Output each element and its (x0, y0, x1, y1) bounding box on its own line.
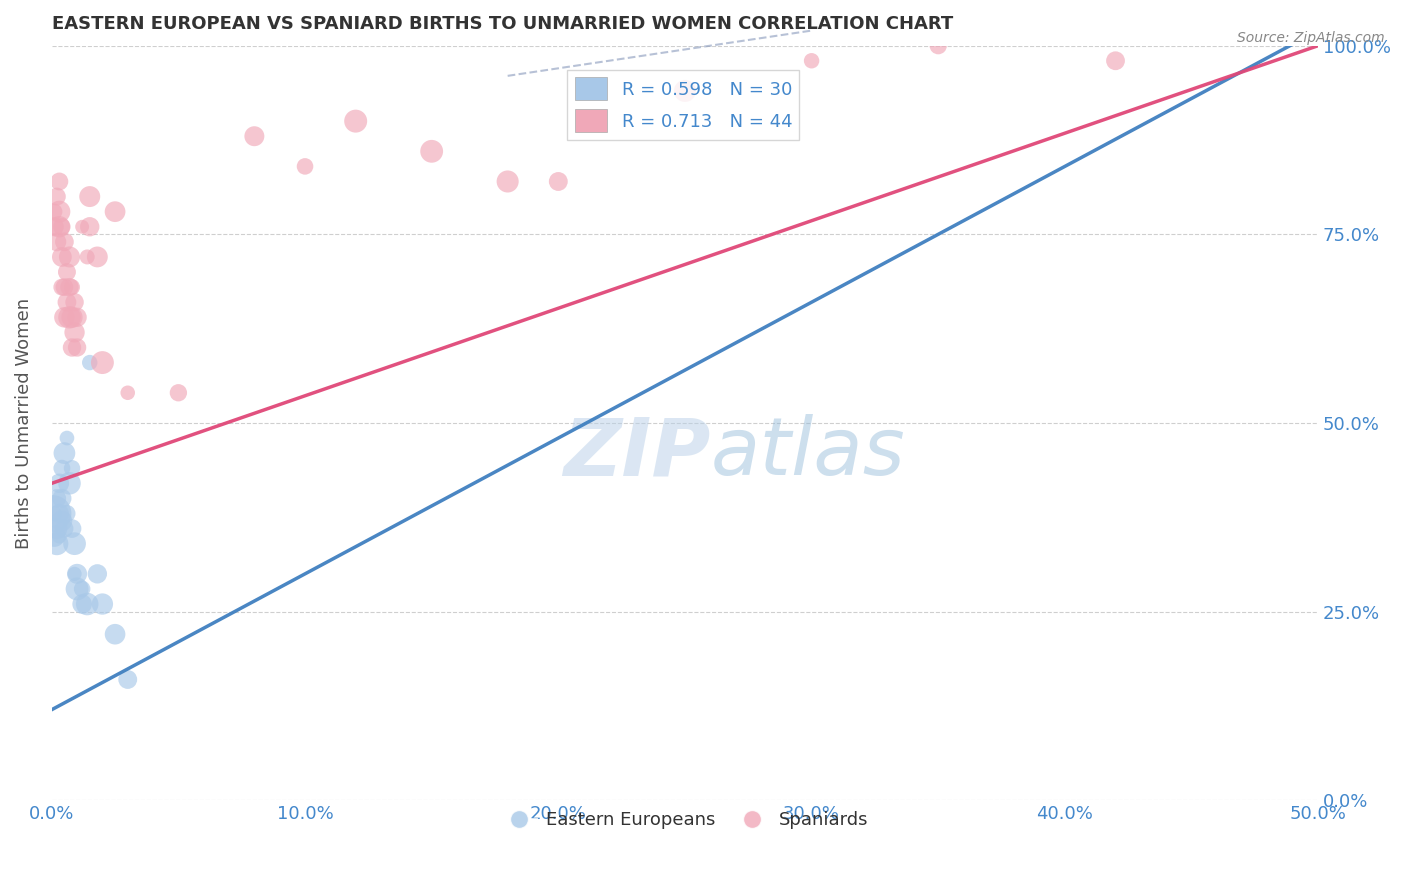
Point (45, 522, 67, 536)
Point (44, 219, 66, 234)
Point (66, 341, 89, 355)
Point (56, 265, 79, 279)
Point (45, 536, 67, 550)
Point (53, 310, 76, 325)
Point (48, 507, 70, 521)
Legend: Eastern Europeans, Spaniards: Eastern Europeans, Spaniards (494, 804, 876, 837)
Text: Source: ZipAtlas.com: Source: ZipAtlas.com (1237, 31, 1385, 45)
Point (42, 507, 65, 521)
Point (48, 529, 70, 543)
Point (294, 160, 316, 174)
Text: ZIP: ZIP (562, 414, 710, 492)
Point (800, 54, 823, 68)
Point (63, 326, 86, 340)
Point (66, 310, 89, 325)
Point (79, 219, 101, 234)
Point (53, 235, 76, 249)
Point (66, 566, 89, 581)
Point (63, 566, 86, 581)
Point (63, 536, 86, 550)
Point (53, 280, 76, 294)
Point (344, 114, 367, 128)
Point (51, 280, 73, 294)
Point (420, 145, 443, 159)
Point (51, 250, 73, 264)
Point (76, 597, 98, 611)
Point (58, 280, 80, 294)
Point (45, 491, 67, 506)
Point (53, 446, 76, 460)
Point (70, 219, 93, 234)
Point (91, 355, 114, 369)
Point (44, 204, 66, 219)
Point (117, 385, 139, 400)
Point (76, 250, 98, 264)
Point (56, 295, 79, 310)
Point (79, 355, 101, 369)
Text: atlas: atlas (710, 414, 905, 492)
Point (1104, 54, 1126, 68)
Point (547, 174, 569, 188)
Point (53, 522, 76, 536)
Point (51, 514, 73, 528)
Point (60, 310, 83, 325)
Point (86, 250, 108, 264)
Point (673, 84, 696, 98)
Point (496, 174, 519, 188)
Point (58, 476, 80, 491)
Point (51, 491, 73, 506)
Point (70, 597, 93, 611)
Point (45, 235, 67, 249)
Point (60, 461, 83, 475)
Point (60, 522, 83, 536)
Point (44, 529, 66, 543)
Point (104, 627, 127, 641)
Point (79, 189, 101, 203)
Point (167, 385, 190, 400)
Point (56, 431, 79, 445)
Point (48, 476, 70, 491)
Point (48, 219, 70, 234)
Point (63, 295, 86, 310)
Point (927, 38, 949, 53)
Point (48, 174, 70, 188)
Point (243, 129, 266, 144)
Point (45, 189, 67, 203)
Point (66, 582, 89, 596)
Point (70, 582, 93, 596)
Point (60, 341, 83, 355)
Y-axis label: Births to Unmarried Women: Births to Unmarried Women (15, 297, 32, 549)
Point (44, 507, 66, 521)
Point (48, 204, 70, 219)
Point (58, 310, 80, 325)
Text: EASTERN EUROPEAN VS SPANIARD BIRTHS TO UNMARRIED WOMEN CORRELATION CHART: EASTERN EUROPEAN VS SPANIARD BIRTHS TO U… (52, 15, 953, 33)
Point (51, 219, 73, 234)
Point (86, 566, 108, 581)
Point (51, 461, 73, 475)
Point (104, 204, 127, 219)
Point (91, 597, 114, 611)
Point (117, 673, 139, 687)
Point (56, 507, 79, 521)
Point (58, 250, 80, 264)
Point (60, 280, 83, 294)
